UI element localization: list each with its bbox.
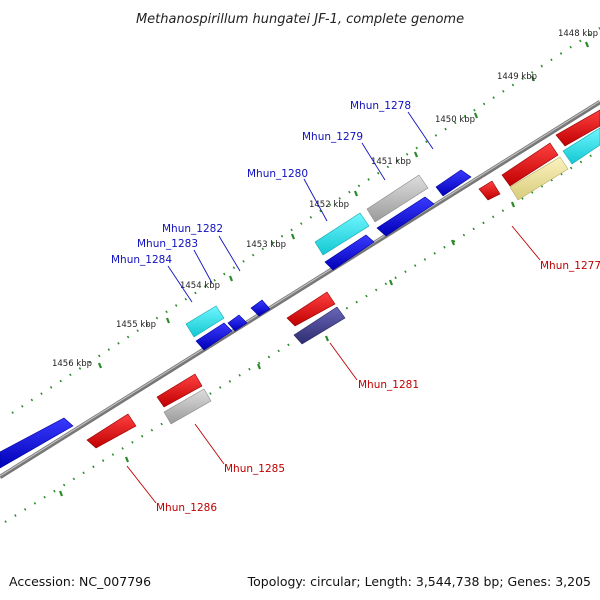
inner-major-ticks — [58, 201, 516, 497]
gene-mhun-1281[interactable] — [293, 306, 346, 345]
gene-blue-arrow-c[interactable] — [195, 322, 233, 351]
gene-mhun-1283[interactable] — [227, 314, 248, 332]
gene-mhun-1286[interactable] — [86, 413, 137, 449]
gene-label-mhun-1282: Mhun_1282 — [162, 223, 223, 235]
genome-backbone — [0, 100, 600, 479]
gene-yellow[interactable] — [509, 156, 569, 201]
gene-label-mhun-1280: Mhun_1280 — [247, 168, 308, 180]
outer-tick-track — [11, 27, 600, 414]
reverse-genes — [86, 109, 600, 449]
accession-label: Accession: NC_007796 — [9, 574, 151, 589]
gene-cyan-right[interactable] — [562, 127, 600, 165]
gene-mhun-1281-red[interactable] — [286, 291, 336, 327]
gene-label-mhun-1285: Mhun_1285 — [224, 463, 285, 475]
gene-mhun-1280[interactable] — [314, 212, 370, 256]
gene-mhun-1278[interactable] — [435, 169, 472, 197]
gene-label-mhun-1281: Mhun_1281 — [358, 379, 419, 391]
gene-mhun-1277[interactable] — [478, 180, 501, 201]
tick-label-1452: 1452 kbp — [309, 200, 349, 210]
gene-label-mhun-1284: Mhun_1284 — [111, 254, 172, 266]
gene-label-mhun-1283: Mhun_1283 — [137, 238, 198, 250]
tick-label-1454: 1454 kbp — [180, 281, 220, 291]
gene-red-1277-b[interactable] — [501, 142, 559, 187]
gene-blue-arrow-left[interactable] — [0, 417, 74, 469]
gene-mhun-1279[interactable] — [366, 174, 429, 223]
gene-label-mhun-1277: Mhun_1277 — [540, 260, 600, 272]
genome-summary: Topology: circular; Length: 3,544,738 bp… — [247, 574, 591, 589]
gene-label-mhun-1286: Mhun_1286 — [156, 502, 217, 514]
forward-leader-lines — [167, 111, 434, 303]
genome-backbone-highlight — [0, 100, 600, 477]
gene-blue-arrow-a[interactable] — [376, 196, 435, 237]
gene-mhun-1284[interactable] — [185, 305, 225, 338]
gene-label-mhun-1278: Mhun_1278 — [350, 100, 411, 112]
tick-label-1455: 1455 kbp — [116, 320, 156, 330]
gene-label-mhun-1279: Mhun_1279 — [302, 131, 363, 143]
map-title: Methanospirillum hungatei JF-1, complete… — [136, 12, 464, 27]
tick-label-1451: 1451 kbp — [371, 157, 411, 167]
tick-label-1449: 1449 kbp — [497, 72, 537, 82]
gene-mhun-1285[interactable] — [163, 388, 212, 425]
gene-mhun-1282[interactable] — [250, 299, 271, 317]
forward-genes — [0, 127, 600, 469]
tick-label-1450: 1450 kbp — [435, 115, 475, 125]
gene-red-right[interactable] — [555, 109, 600, 147]
reverse-leader-lines — [126, 225, 541, 504]
tick-label-1453: 1453 kbp — [246, 240, 286, 250]
tick-label-1448: 1448 kbp — [558, 29, 598, 39]
outer-major-ticks — [97, 41, 590, 369]
gene-mhun-1285-red[interactable] — [156, 373, 203, 408]
tick-label-1456: 1456 kbp — [52, 359, 92, 369]
gene-blue-arrow-b[interactable] — [324, 234, 375, 271]
